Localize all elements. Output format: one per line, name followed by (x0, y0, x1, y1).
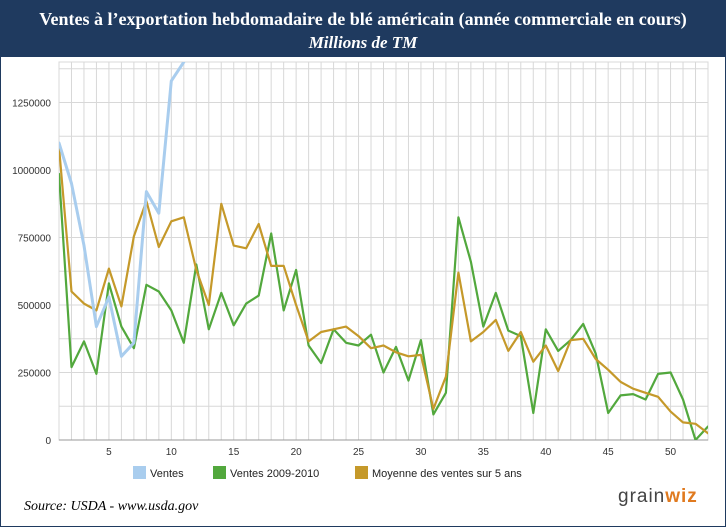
series-line-moyenne-5-ans (59, 146, 708, 435)
legend-label: Ventes (150, 468, 184, 480)
chart-header: Ventes à l’exportation hebdomadaire de b… (1, 1, 725, 57)
y-tick-label: 0 (45, 436, 51, 447)
x-tick-label: 10 (166, 447, 178, 458)
x-tick-label: 45 (603, 447, 615, 458)
chart-grid (58, 61, 709, 441)
x-tick-label: 25 (353, 447, 365, 458)
series-line-ventes-2009-2010 (59, 172, 708, 440)
series-line-ventes (59, 62, 186, 358)
chart-axes: 0 250000 500000 750000 1000000 1250000 5 10 15 20… (12, 99, 708, 458)
y-tick-label: 250000 (18, 369, 52, 380)
chart-series (59, 62, 708, 440)
x-tick-label: 15 (228, 447, 240, 458)
y-tick-label: 1000000 (12, 166, 51, 177)
legend-swatch (355, 466, 368, 479)
x-tick-label: 35 (478, 447, 490, 458)
y-tick-label: 750000 (18, 234, 52, 245)
x-tick-label: 5 (106, 447, 112, 458)
logo-wiz: wiz (665, 486, 698, 507)
chart-subtitle: Millions de TM (308, 33, 418, 52)
y-tick-label: 500000 (18, 301, 52, 312)
chart-title: Ventes à l’exportation hebdomadaire de b… (39, 9, 687, 29)
grainwiz-logo: grainwiz (618, 486, 698, 508)
source-note: Source: USDA - www.usda.gov (24, 499, 199, 514)
chart-legend: Ventes Ventes 2009-2010 Moyenne des ventes… (133, 466, 522, 480)
legend-label: Ventes 2009-2010 (230, 468, 319, 480)
y-tick-label: 1250000 (12, 99, 51, 110)
x-tick-label: 50 (665, 447, 677, 458)
legend-label: Moyenne des ventes sur 5 ans (372, 468, 522, 480)
x-tick-label: 20 (291, 447, 303, 458)
x-tick-label: 40 (540, 447, 552, 458)
logo-grain: grain (618, 486, 666, 507)
x-tick-label: 30 (415, 447, 427, 458)
legend-swatch (213, 466, 226, 479)
legend-swatch (133, 466, 146, 479)
